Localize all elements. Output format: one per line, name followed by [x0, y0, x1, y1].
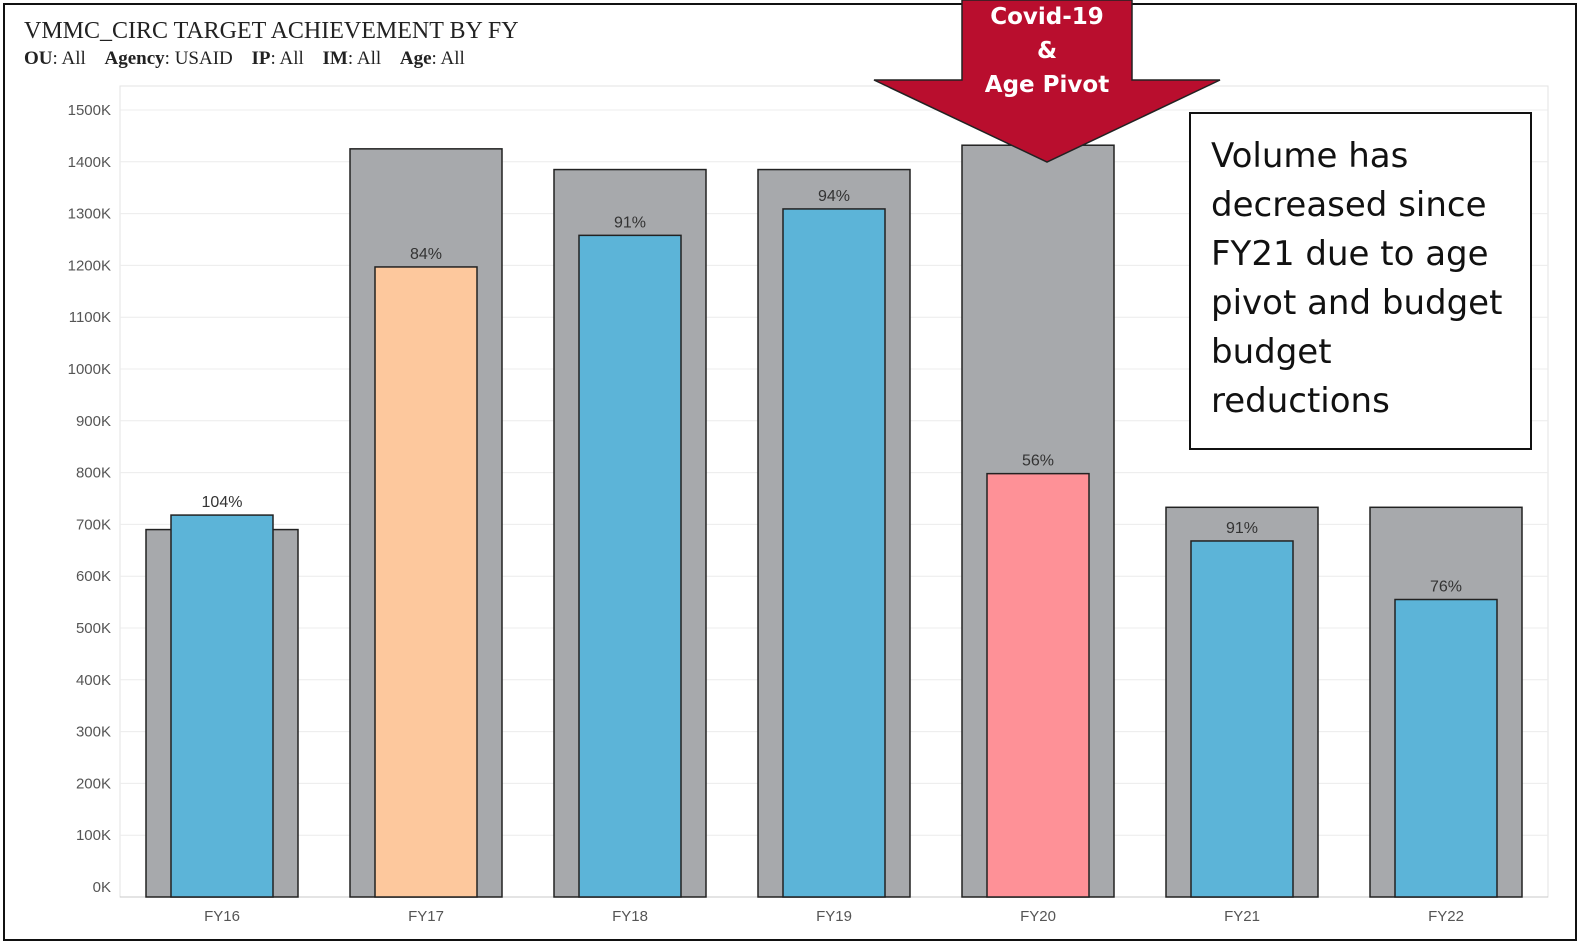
filter-key: IM — [322, 48, 348, 69]
data-label: 91% — [614, 214, 646, 231]
callout-line: & — [1036, 38, 1058, 64]
result-bar — [170, 514, 274, 898]
filter-line: OU: All Agency: USAID IP: All IM: All Ag… — [24, 48, 479, 70]
y-tick-label: 300K — [76, 724, 111, 741]
y-tick-label: 100K — [76, 827, 111, 844]
y-tick-label: 1200K — [68, 257, 111, 274]
result-bar — [578, 234, 682, 898]
x-tick-label: FY21 — [1224, 908, 1260, 925]
result-bar — [1190, 540, 1294, 898]
data-label: 76% — [1430, 579, 1462, 596]
y-tick-label: 1000K — [68, 361, 111, 378]
annotation-box: Volume has decreased since FY21 due to a… — [1189, 112, 1532, 450]
filter-value: All — [440, 48, 465, 69]
result-bar — [1394, 598, 1498, 898]
data-label: 56% — [1022, 453, 1054, 470]
result-bar — [782, 208, 886, 898]
filter-age: Age: All — [399, 48, 465, 69]
y-tick-label: 1400K — [68, 154, 111, 171]
data-label: 94% — [818, 188, 850, 205]
filter-im: IM: All — [322, 48, 382, 69]
y-tick-label: 400K — [76, 672, 111, 689]
callout-line: Age Pivot — [984, 72, 1110, 98]
filter-value: All — [356, 48, 382, 69]
filter-key: OU — [24, 48, 53, 69]
filter-ou: OU: All — [24, 48, 86, 69]
data-label: 104% — [202, 494, 243, 511]
chart-title: VMMC_CIRC TARGET ACHIEVEMENT BY FY — [24, 18, 519, 44]
x-tick-label: FY19 — [816, 908, 852, 925]
filter-key: IP — [251, 48, 271, 69]
x-tick-label: FY18 — [612, 908, 648, 925]
y-tick-label: 1100K — [69, 309, 111, 326]
y-tick-label: 900K — [76, 413, 111, 430]
filter-agency: Agency: USAID — [104, 48, 233, 69]
callout-line: Covid-19 — [990, 4, 1104, 30]
data-label: 91% — [1226, 520, 1258, 537]
filter-key: Age — [399, 48, 432, 69]
x-tick-label: FY20 — [1020, 908, 1056, 925]
x-tick-label: FY16 — [204, 908, 240, 925]
y-tick-label: 1500K — [68, 102, 111, 119]
result-bar — [986, 472, 1090, 898]
filter-value: USAID — [174, 48, 233, 69]
y-tick-label: 1300K — [68, 206, 111, 223]
y-tick-label: 0K — [93, 879, 111, 896]
result-bar — [374, 266, 478, 898]
filter-key: Agency — [104, 48, 165, 69]
covid-callout-text: Covid-19 & Age Pivot — [962, 0, 1132, 102]
x-tick-label: FY22 — [1428, 908, 1464, 925]
filter-ip: IP: All — [251, 48, 304, 69]
x-tick-label: FY17 — [408, 908, 444, 925]
data-label: 84% — [410, 246, 442, 263]
annotation-text: Volume has decreased since FY21 due to a… — [1211, 136, 1503, 421]
filter-value: All — [279, 48, 304, 69]
filter-value: All — [61, 48, 86, 69]
y-tick-label: 200K — [76, 775, 111, 792]
y-tick-label: 500K — [76, 620, 111, 637]
y-tick-label: 600K — [76, 568, 111, 585]
covid-callout-arrow — [873, 0, 1221, 163]
y-tick-label: 800K — [76, 465, 111, 482]
y-tick-label: 700K — [76, 516, 111, 533]
